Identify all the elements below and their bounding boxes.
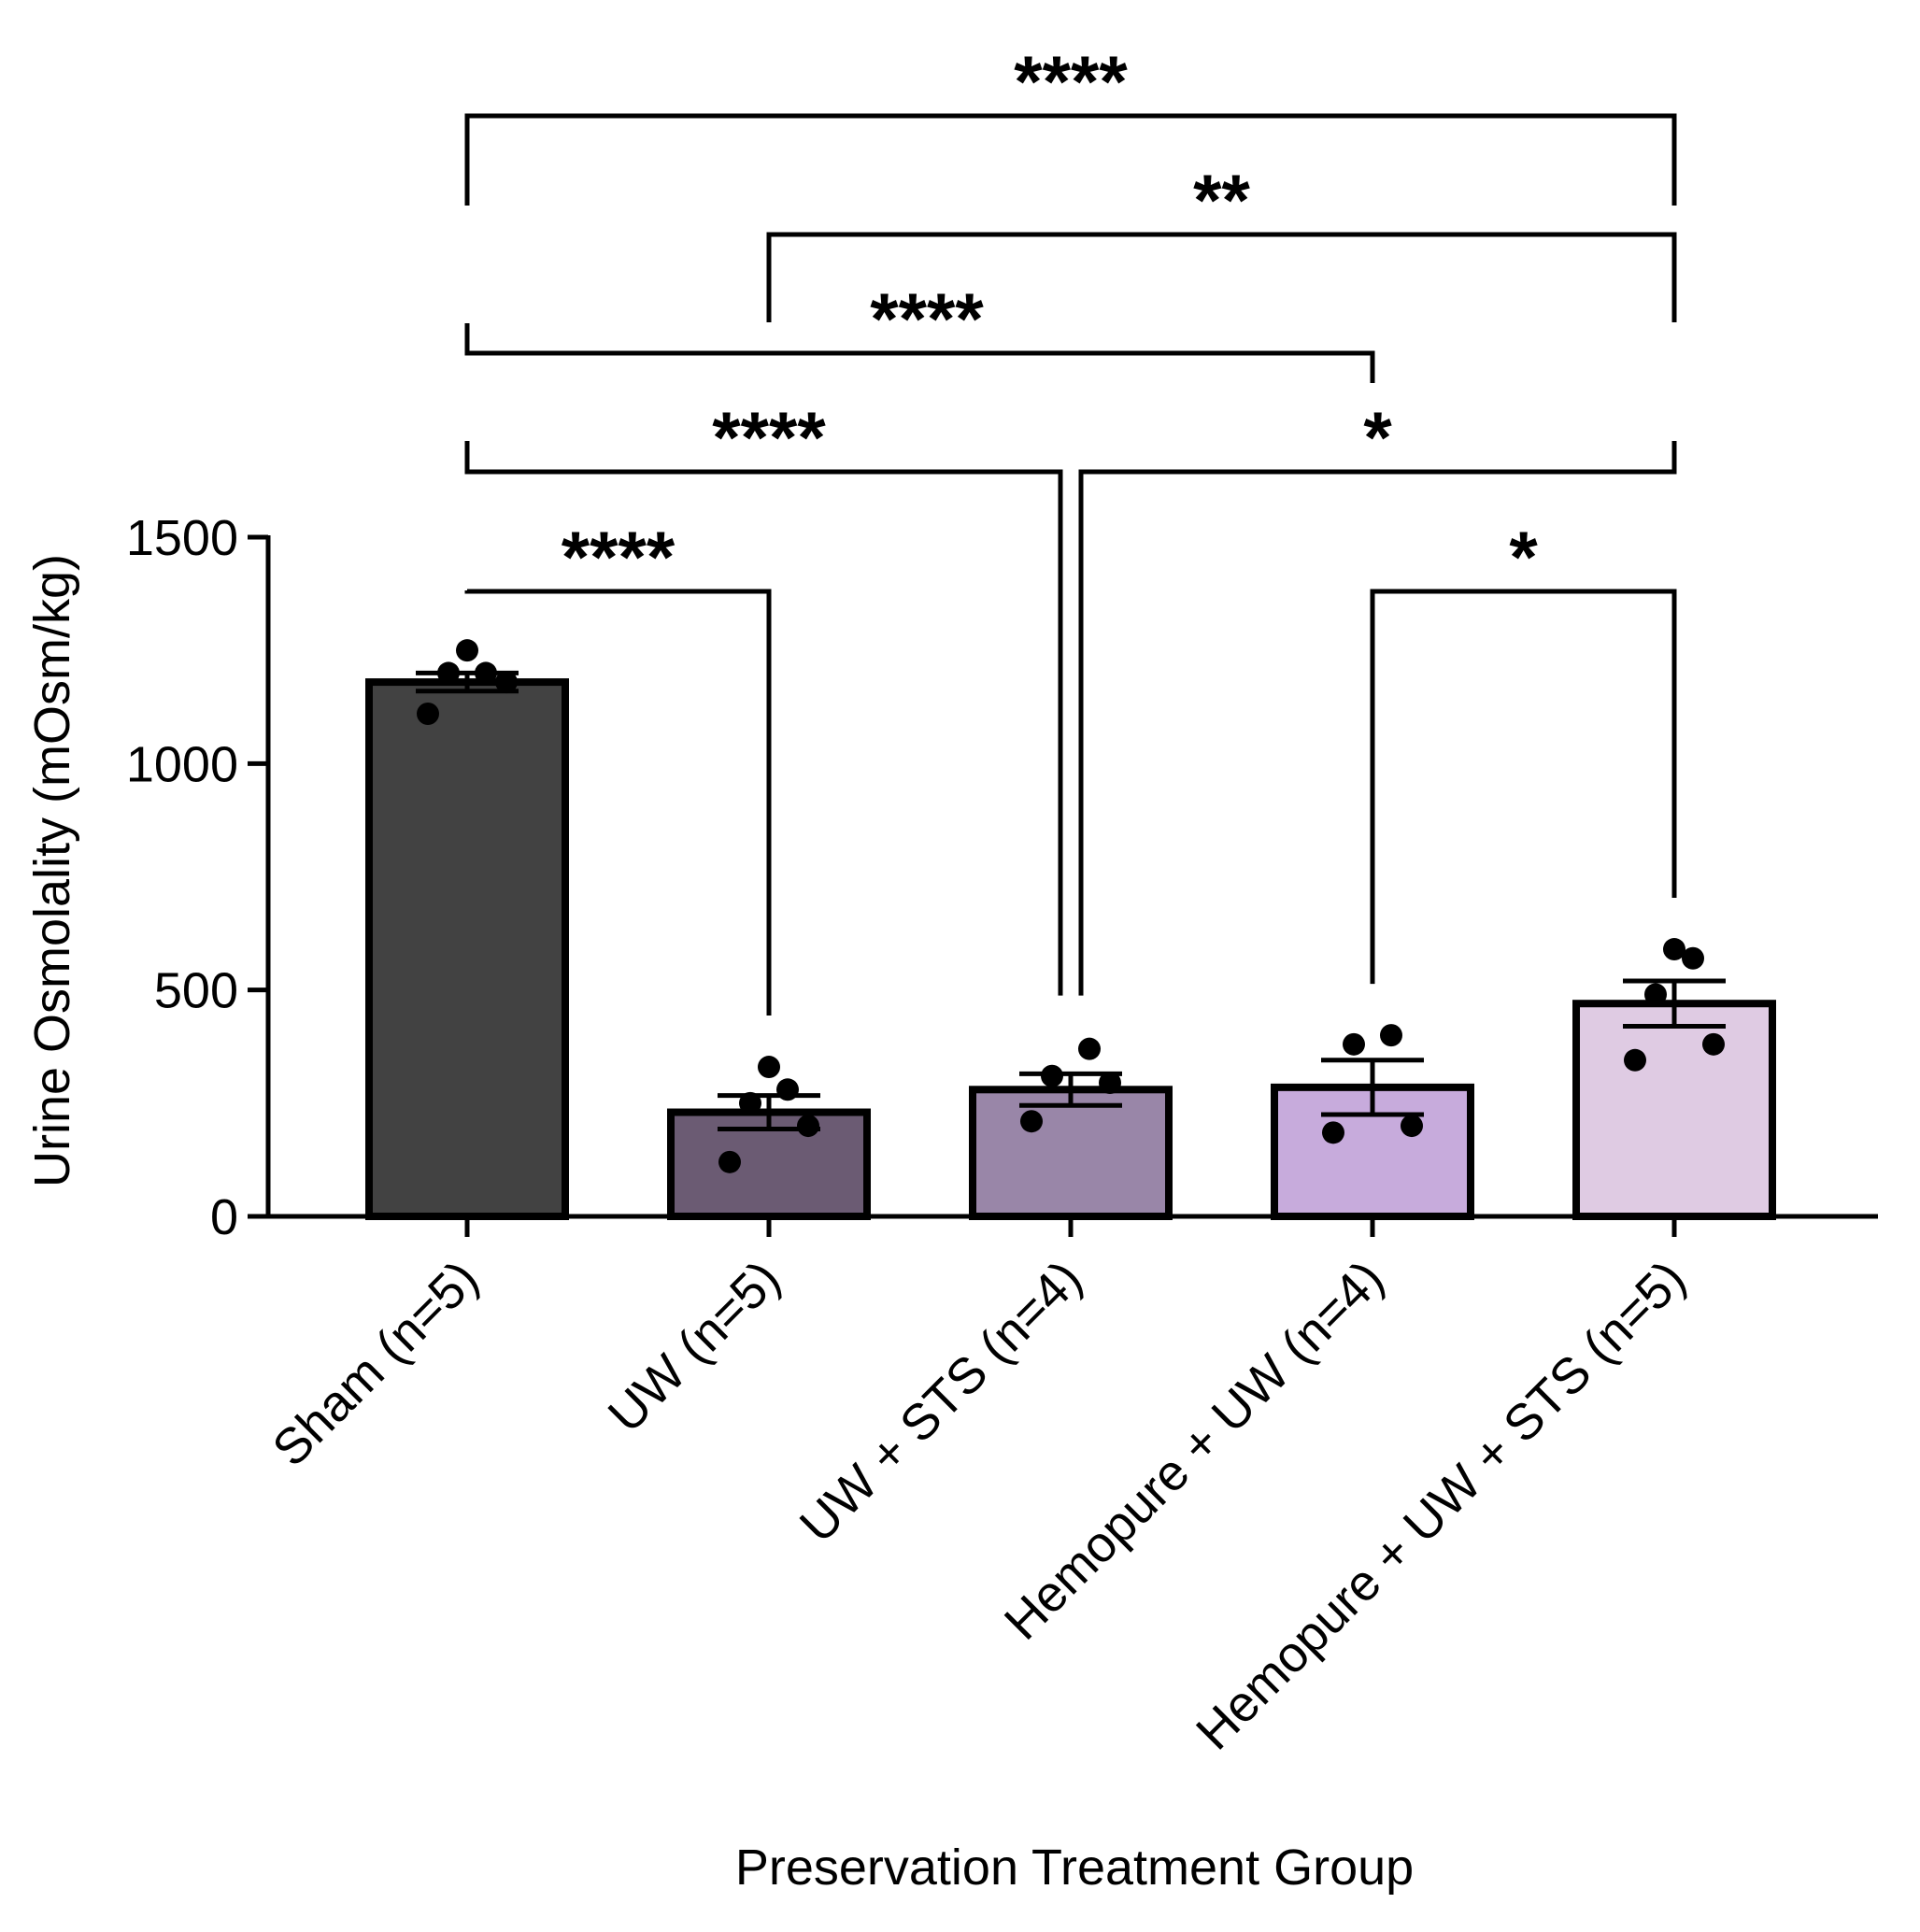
- significance-label: *: [1509, 516, 1538, 598]
- bar: [969, 1086, 1173, 1220]
- data-point: [1343, 1032, 1365, 1056]
- data-point: [758, 1056, 780, 1079]
- significance-bracket: [464, 323, 1375, 383]
- significance-label: ****: [562, 516, 676, 598]
- x-tick-label: Hemopure + UW + STS (n=5): [1186, 1250, 1696, 1760]
- y-tick-label: 500: [154, 963, 238, 1019]
- data-point: [1702, 1032, 1725, 1056]
- data-point: [1380, 1024, 1402, 1047]
- x-axis-title: Preservation Treatment Group: [735, 1840, 1414, 1896]
- data-point: [417, 703, 439, 726]
- significance-brackets: **** ***** ***********: [464, 40, 1677, 1016]
- data-point: [1041, 1064, 1063, 1087]
- significance-label: ****: [870, 277, 984, 360]
- significance-bracket: [766, 232, 1677, 322]
- data-point: [739, 1091, 761, 1115]
- data-point: [1401, 1115, 1423, 1138]
- data-point: [456, 639, 478, 662]
- significance-label: ****: [1014, 40, 1128, 122]
- x-category-labels: Sham (n=5) UW (n=5)UW + STS (n=4) Hemopure…: [262, 1250, 1696, 1760]
- y-tick-label: 1000: [126, 736, 238, 792]
- y-tick-labels: 0 500 1000 1500: [126, 510, 238, 1245]
- data-points: [417, 639, 1725, 1173]
- data-point: [1644, 983, 1667, 1006]
- significance-bracket: [1370, 589, 1677, 985]
- significance-bracket: [464, 113, 1677, 206]
- bar: [365, 678, 569, 1220]
- significance-bracket: [464, 589, 772, 1016]
- y-axis-title: Urine Osmolality (mOsm/kg): [24, 554, 80, 1187]
- error-bars: [416, 670, 1726, 1131]
- significance-bracket: [1078, 441, 1677, 996]
- data-point: [1078, 1037, 1101, 1060]
- data-point: [1682, 946, 1704, 970]
- data-point: [437, 661, 460, 685]
- significance-label: *: [1363, 396, 1392, 478]
- x-tick-label: UW + STS (n=4): [789, 1250, 1093, 1554]
- bars: [365, 678, 1776, 1220]
- x-tick-label: Sham (n=5): [262, 1250, 489, 1477]
- significance-label: ****: [712, 396, 826, 478]
- significance-bracket: [464, 441, 1063, 996]
- data-point: [776, 1078, 799, 1101]
- y-tick-label: 0: [210, 1189, 238, 1245]
- data-point: [1663, 938, 1685, 961]
- data-point: [1322, 1121, 1344, 1144]
- data-point: [475, 661, 497, 685]
- axes: [248, 534, 1878, 1237]
- significance-label: **: [1193, 159, 1250, 241]
- bar: [1572, 1000, 1776, 1220]
- data-point: [1020, 1110, 1043, 1133]
- data-point: [1099, 1072, 1121, 1095]
- x-tick-label: UW (n=5): [598, 1250, 791, 1443]
- data-point: [718, 1150, 741, 1173]
- data-point: [495, 671, 518, 694]
- data-point: [1624, 1048, 1646, 1072]
- y-tick-label: 1500: [126, 510, 238, 566]
- data-point: [797, 1115, 819, 1138]
